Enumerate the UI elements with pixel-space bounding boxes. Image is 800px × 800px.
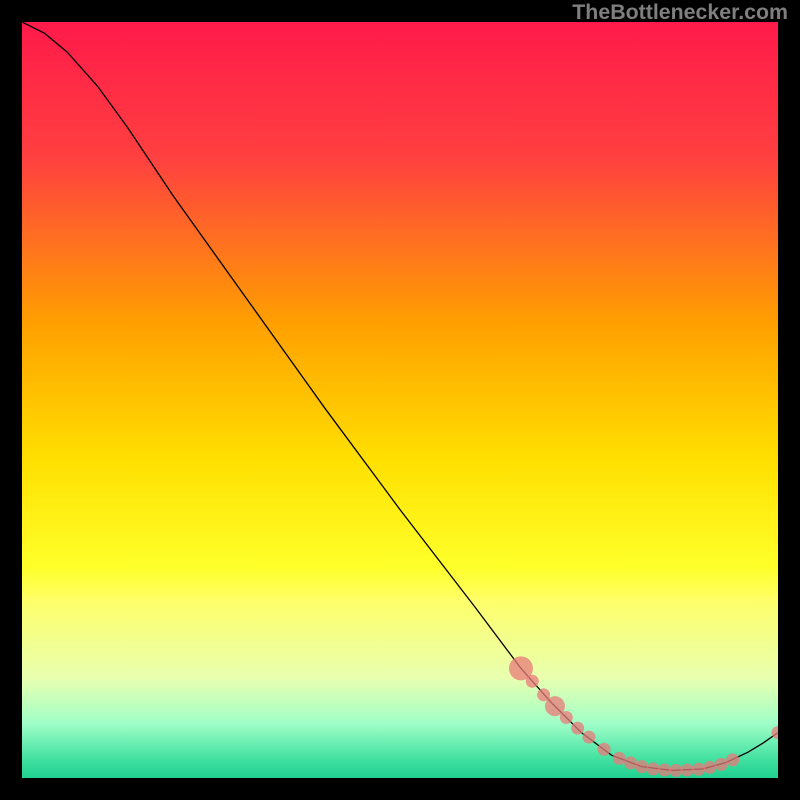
gradient-bottom-band	[22, 597, 778, 778]
watermark-text: TheBottlenecker.com	[572, 0, 788, 25]
data-marker	[526, 675, 539, 688]
plot-area	[22, 22, 778, 778]
data-marker	[613, 752, 626, 765]
data-marker	[703, 761, 716, 774]
chart-svg	[22, 22, 778, 778]
data-marker	[560, 711, 573, 724]
data-marker	[715, 758, 728, 771]
data-marker	[624, 756, 637, 769]
data-marker	[583, 731, 596, 744]
data-marker	[635, 760, 648, 773]
data-marker	[571, 722, 584, 735]
chart-root: TheBottlenecker.com	[0, 0, 800, 800]
data-marker	[726, 753, 739, 766]
data-marker	[681, 764, 694, 777]
data-marker	[658, 764, 671, 777]
data-marker	[598, 743, 611, 756]
data-marker	[647, 762, 660, 775]
data-marker	[692, 763, 705, 776]
data-marker	[669, 764, 682, 777]
